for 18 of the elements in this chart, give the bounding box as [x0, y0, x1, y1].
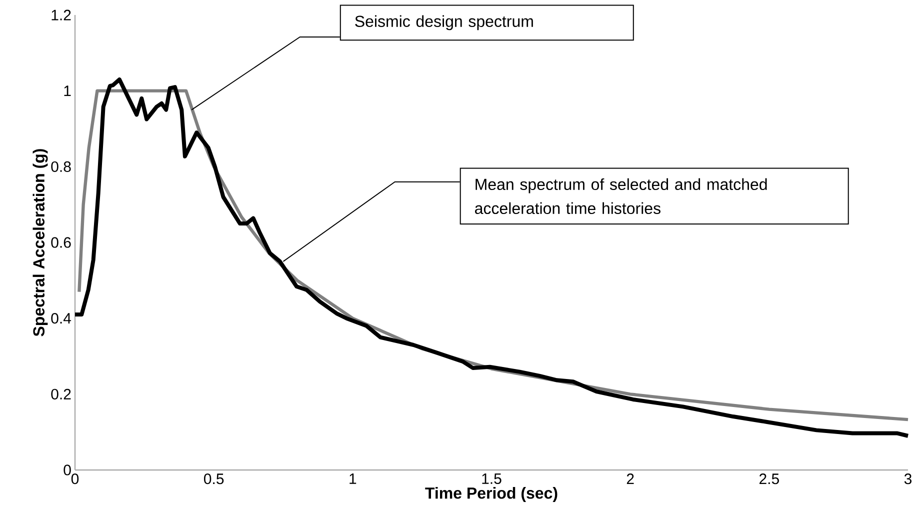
- x-tick-label: 2.5: [760, 474, 779, 484]
- annotation: Seismic design spectrum: [355, 15, 533, 30]
- y-axis-title: Spectral Acceleration (g): [32, 149, 48, 336]
- x-tick-label: 1: [350, 474, 356, 484]
- x-tick-label: 3: [904, 474, 912, 484]
- x-tick-label: 0.5: [204, 474, 224, 484]
- y-tick-label: 0.8: [51, 161, 71, 172]
- y-tick-label: 1: [64, 86, 71, 96]
- y-tick-label: 0.4: [51, 313, 72, 324]
- y-tick-label: 0.2: [51, 388, 71, 400]
- x-axis-title: Time Period (sec): [425, 487, 558, 502]
- x-tick-label: 1.5: [482, 474, 502, 484]
- y-tick-label: 0: [64, 464, 71, 476]
- x-tick-label: 0: [71, 474, 79, 484]
- y-tick-label: 0.6: [51, 237, 71, 248]
- x-tick-label: 2: [626, 474, 634, 484]
- y-tick-label: 1.2: [52, 10, 71, 20]
- annotation: Mean spectrum of selected and matched acceleration time histories: [475, 178, 767, 214]
